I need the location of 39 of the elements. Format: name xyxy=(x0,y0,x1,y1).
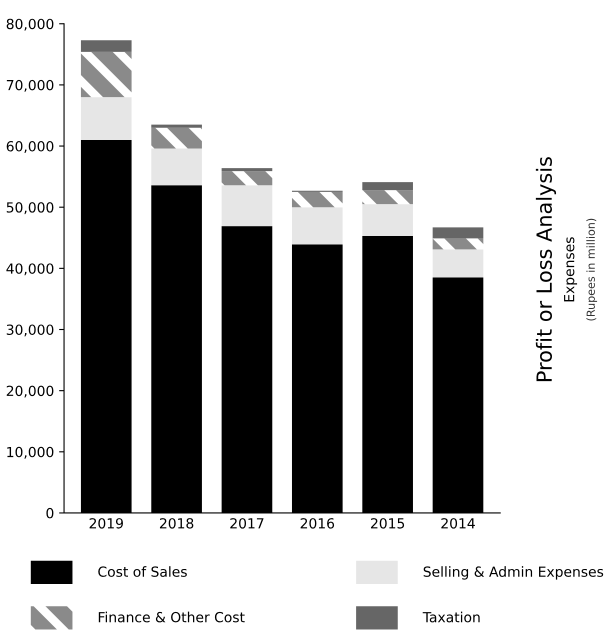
text: Expenses xyxy=(564,237,578,302)
bar xyxy=(362,190,413,204)
bar xyxy=(362,182,413,190)
x-tick-label: 2018 xyxy=(160,518,194,529)
bar xyxy=(432,227,484,238)
bar xyxy=(151,128,202,148)
bar xyxy=(222,168,272,172)
text: (Rupees in million) xyxy=(586,218,598,321)
legend-label: Cost of Sales xyxy=(98,566,187,577)
legend-label: Taxation xyxy=(422,612,480,622)
y-tick-label: 70,000 xyxy=(6,80,54,92)
legend-label: Finance & Other Cost xyxy=(98,612,245,622)
legend-label: Selling & Admin Expenses xyxy=(424,566,604,580)
bar xyxy=(362,204,413,236)
x-tick-label: 2014 xyxy=(441,518,475,529)
bar xyxy=(292,207,343,245)
x-tick-label: 2019 xyxy=(90,518,123,529)
y-tick-label: 30,000 xyxy=(6,324,54,336)
y-tick-label: 50,000 xyxy=(6,202,54,214)
y-tick-label: 40,000 xyxy=(6,263,54,276)
bar xyxy=(432,238,484,250)
bar xyxy=(80,52,132,98)
y-tick-label: 80,000 xyxy=(6,18,54,31)
y-tick-label: 20,000 xyxy=(6,386,54,398)
bar xyxy=(432,249,484,278)
bar xyxy=(80,97,132,140)
bar xyxy=(151,124,202,128)
y-tick-label: 60,000 xyxy=(6,141,54,153)
bar xyxy=(151,148,202,186)
y-tick-label: 10,000 xyxy=(7,446,54,459)
text: Profit or Loss Analysis xyxy=(536,157,556,382)
x-tick-label: 2016 xyxy=(300,518,334,529)
x-tick-label: 2015 xyxy=(370,518,404,529)
bar xyxy=(80,40,132,52)
bar xyxy=(222,185,272,226)
bar xyxy=(222,171,272,186)
y-tick-label: 0 xyxy=(46,508,54,518)
x-tick-label: 2017 xyxy=(230,518,264,529)
bar xyxy=(292,192,343,208)
